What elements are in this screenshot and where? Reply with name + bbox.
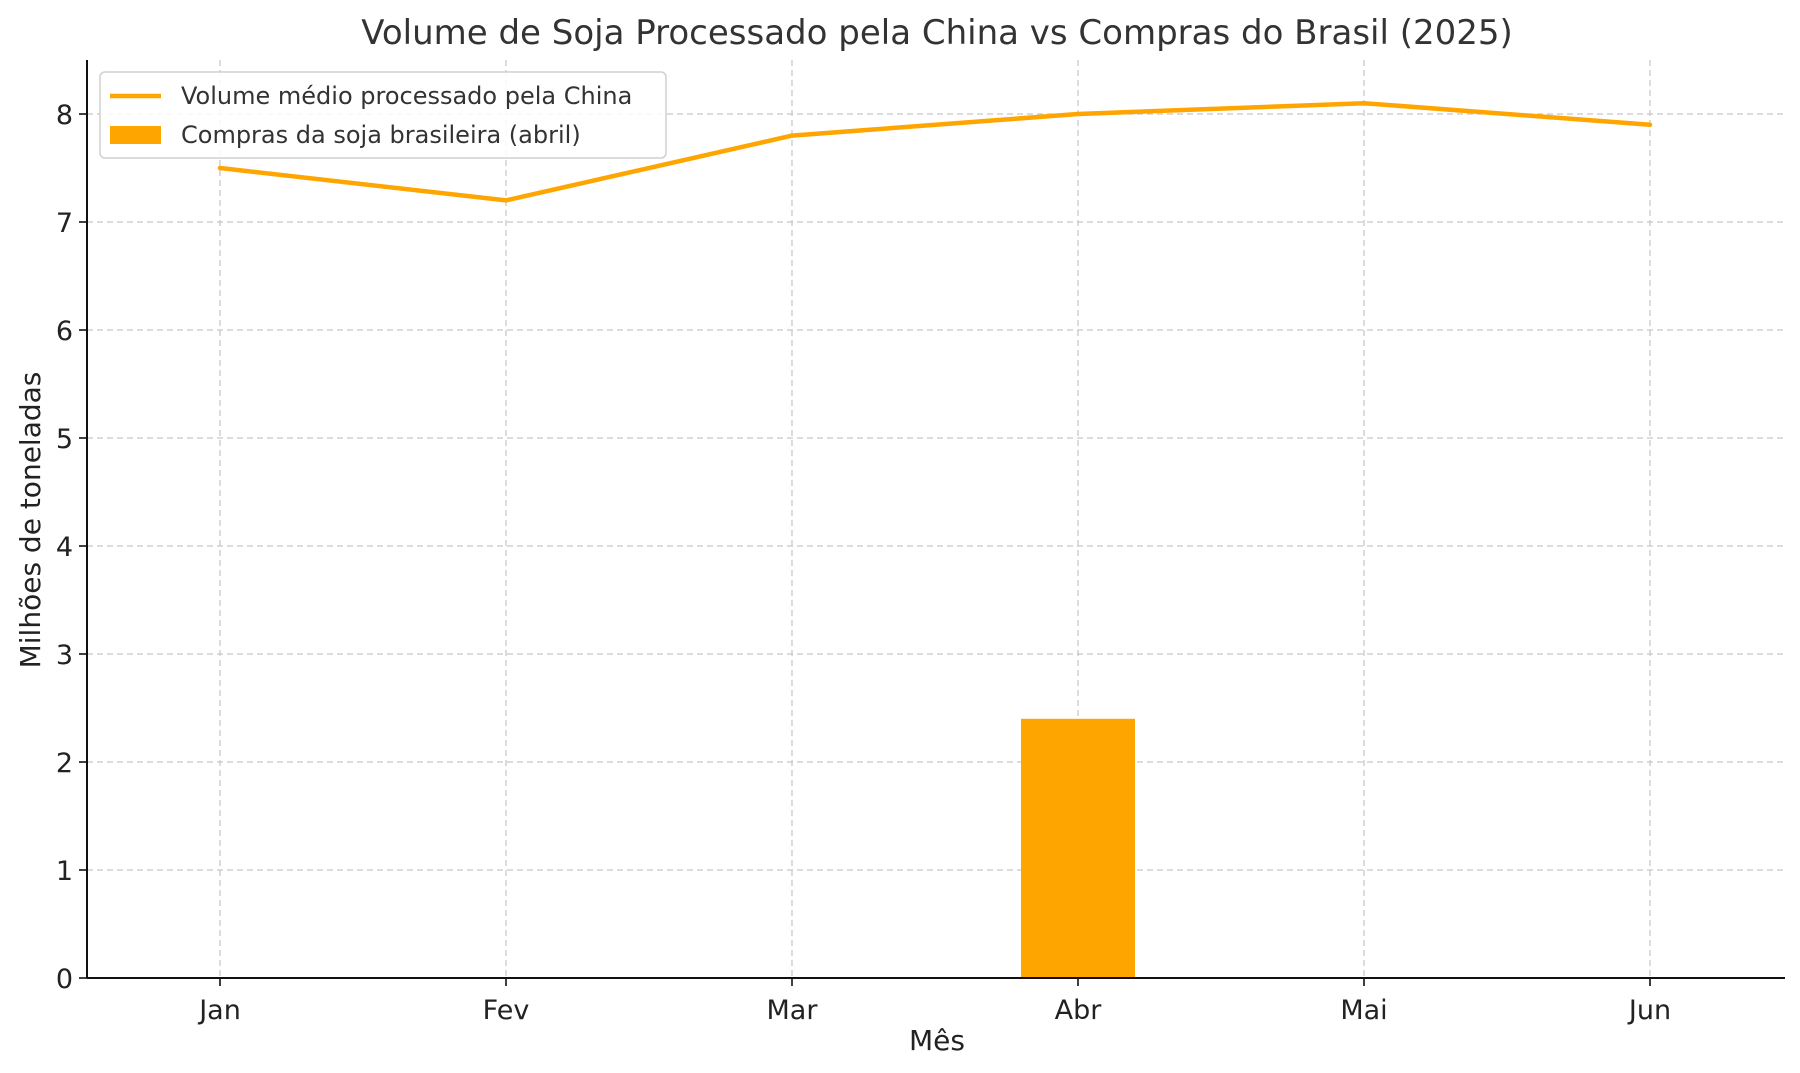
ticks-layer: Jan Fev Mar Abr Mai Jun 0 1 2 3 4 5 6 7 8	[56, 100, 1671, 1026]
bar-abr	[1021, 718, 1135, 978]
y-axis-label: Milhões de toneladas	[14, 372, 47, 669]
y-tick-label: 4	[56, 532, 73, 563]
legend: Volume médio processado pela China Compra…	[99, 71, 667, 159]
x-tick-label: Mai	[1340, 995, 1387, 1026]
legend-swatch-bar	[110, 126, 161, 144]
grid-layer	[87, 60, 1785, 979]
y-tick-label: 8	[56, 100, 73, 131]
x-tick-label: Abr	[1055, 995, 1103, 1026]
y-tick-label: 3	[56, 640, 73, 671]
x-tick-label: Jun	[1627, 995, 1671, 1026]
y-tick-label: 0	[56, 964, 73, 995]
x-tick-label: Mar	[767, 995, 819, 1026]
y-tick-label: 6	[56, 316, 73, 347]
x-axis-label: Mês	[909, 1024, 965, 1057]
series-line	[217, 100, 1653, 203]
axes-layer	[86, 60, 1785, 979]
legend-entry: Compras da soja brasileira (abril)	[181, 121, 581, 149]
y-tick-label: 7	[56, 208, 73, 239]
legend-entry: Volume médio processado pela China	[181, 82, 632, 110]
y-tick-label: 1	[56, 856, 73, 887]
bar-layer	[1021, 718, 1135, 978]
chart-title: Volume de Soja Processado pela China vs …	[361, 13, 1513, 53]
line-layer	[217, 100, 1653, 203]
y-tick-label: 5	[56, 424, 73, 455]
y-tick-label: 2	[56, 748, 73, 779]
x-tick-label: Fev	[483, 995, 530, 1026]
x-tick-label: Jan	[197, 995, 241, 1026]
legend-box	[99, 71, 667, 159]
